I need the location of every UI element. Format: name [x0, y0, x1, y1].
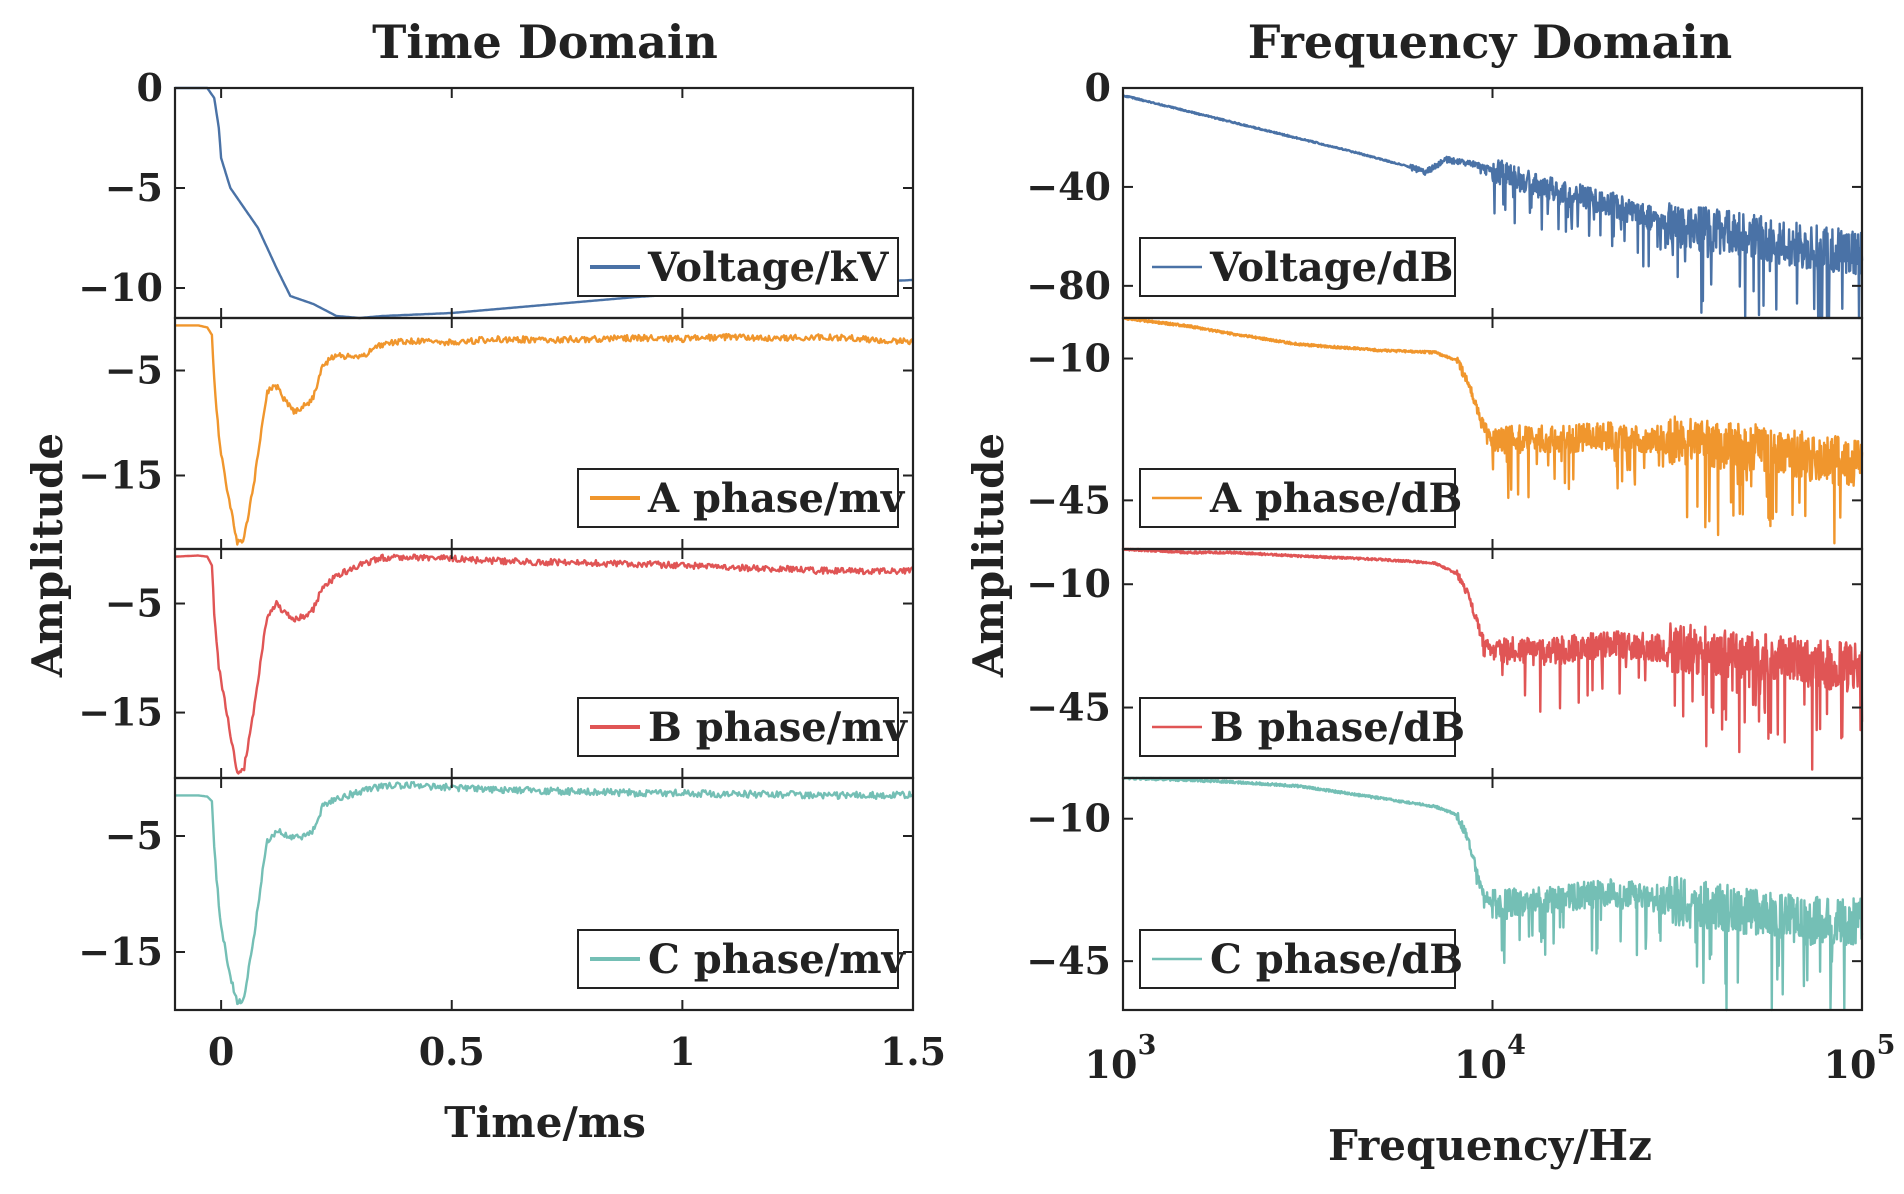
- series-line: [1122, 776, 1864, 1012]
- y-tick-label: −10: [1026, 796, 1111, 841]
- x-tick-label: 10 4: [1454, 1030, 1526, 1087]
- x-tick-label: 10 3: [1085, 1030, 1157, 1087]
- legend-freq-0: Voltage/dB: [1139, 237, 1456, 297]
- panel-time-1: −5 −15 A phase/mv: [78, 316, 915, 551]
- legend-time-3: C phase/mv: [577, 929, 907, 989]
- freq-y-axis-label: Amplitude: [964, 433, 1013, 678]
- y-tick-label: −45: [1026, 685, 1111, 730]
- x-tick-label: 1.5: [880, 1029, 946, 1074]
- y-tick-label: 0: [1085, 65, 1111, 110]
- axes-frame: [173, 776, 915, 1012]
- x-tick-label: 10 5: [1824, 1030, 1896, 1087]
- legend-freq-2: B phase/dB: [1139, 697, 1465, 757]
- y-tick-label: −15: [78, 929, 163, 974]
- legend-label: C phase/dB: [1210, 936, 1463, 983]
- y-tick-label: −5: [105, 581, 163, 626]
- legend-time-0: Voltage/kV: [577, 237, 899, 297]
- time-y-axis-label: Amplitude: [23, 433, 72, 678]
- y-tick-label: 0: [137, 65, 163, 110]
- legend-label: C phase/mv: [648, 936, 907, 983]
- time-domain-title: Time Domain: [372, 15, 718, 69]
- y-tick-label: −15: [78, 453, 163, 498]
- x-tick-base: 10: [1085, 1042, 1138, 1087]
- x-tick-exponent: 5: [1877, 1030, 1896, 1061]
- frequency-domain-plot: 0 −40 −80 Voltage/dB −10 −45 A phase/dB −10 −45 B…: [1026, 65, 1895, 1087]
- x-tick-label: 0.5: [419, 1029, 485, 1074]
- panel-time-2: −5 −15 B phase/mv: [78, 547, 915, 780]
- y-tick-label: −5: [105, 165, 163, 210]
- time-domain-plot: 0 −5 −10 Voltage/kV −5 −15 A phase/mv −5 −15 B ph…: [78, 65, 946, 1074]
- legend-label: Voltage/dB: [1209, 244, 1453, 291]
- freq-x-axis-label: Frequency/Hz: [1328, 1121, 1652, 1170]
- y-tick-label: −15: [78, 690, 163, 735]
- series-line: [1122, 547, 1864, 771]
- frequency-domain-title: Frequency Domain: [1248, 15, 1732, 69]
- panel-freq-3: −10 −45 C phase/dB: [1026, 776, 1864, 1012]
- x-tick-base: 10: [1454, 1042, 1507, 1087]
- y-tick-label: −45: [1026, 938, 1111, 983]
- x-tick-base: 10: [1824, 1042, 1877, 1087]
- y-tick-label: −80: [1026, 263, 1111, 308]
- panel-time-3: −5 −15 C phase/mv: [78, 776, 915, 1012]
- y-tick-label: −5: [105, 813, 163, 858]
- x-tick-exponent: 3: [1138, 1030, 1157, 1061]
- legend-label: Voltage/kV: [647, 244, 889, 291]
- legend-label: A phase/mv: [647, 475, 906, 522]
- legend-freq-3: C phase/dB: [1139, 929, 1463, 989]
- panel-freq-2: −10 −45 B phase/dB: [1026, 547, 1864, 780]
- legend-label: A phase/dB: [1209, 475, 1462, 522]
- y-tick-label: −10: [78, 265, 163, 310]
- series-line: [1121, 94, 1864, 320]
- legend-time-1: A phase/mv: [577, 468, 906, 528]
- series-line: [1122, 316, 1864, 545]
- legend-freq-1: A phase/dB: [1139, 468, 1462, 528]
- y-tick-label: −10: [1026, 561, 1111, 606]
- legend-label: B phase/dB: [1210, 704, 1465, 751]
- series-line: [175, 324, 915, 546]
- y-tick-label: −45: [1026, 477, 1111, 522]
- x-tick-label: 1: [669, 1029, 695, 1074]
- y-tick-label: −5: [105, 348, 163, 393]
- panel-freq-1: −10 −45 A phase/dB: [1026, 316, 1864, 551]
- legend-label: B phase/mv: [648, 704, 909, 751]
- time-x-axis-label: Time/ms: [444, 1098, 646, 1147]
- series-line: [175, 553, 914, 775]
- legend-time-2: B phase/mv: [577, 697, 909, 757]
- panel-time-0: 0 −5 −10 Voltage/kV: [78, 65, 915, 320]
- x-tick-exponent: 4: [1507, 1030, 1526, 1061]
- y-tick-label: −40: [1026, 164, 1111, 209]
- y-tick-label: −10: [1026, 336, 1111, 381]
- panel-freq-0: 0 −40 −80 Voltage/dB: [1026, 65, 1864, 320]
- series-line: [175, 780, 914, 1006]
- x-tick-label: 0: [208, 1029, 234, 1074]
